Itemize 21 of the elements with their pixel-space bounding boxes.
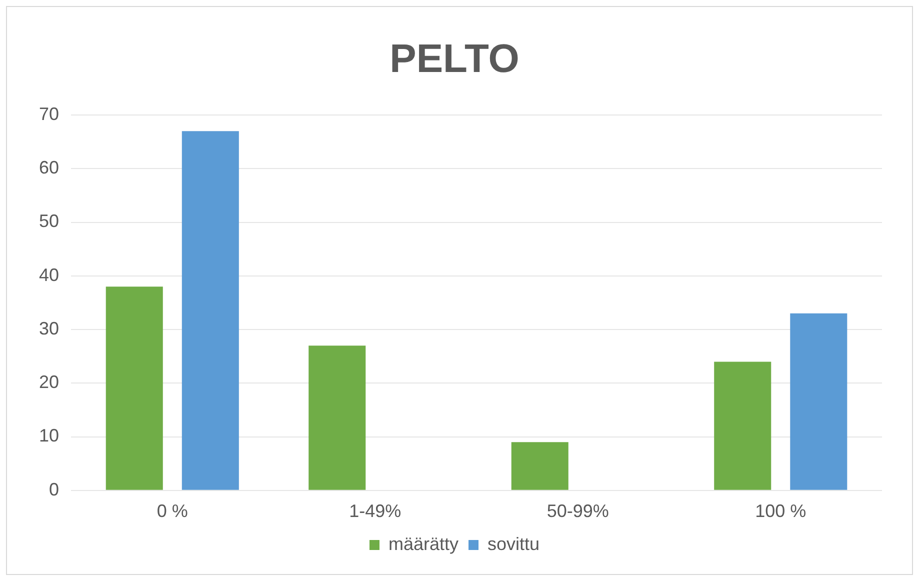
- bar: [182, 131, 239, 490]
- x-tick-label: 0 %: [156, 501, 188, 522]
- legend-label: määrätty: [388, 534, 459, 554]
- y-tick-label: 0: [49, 479, 60, 500]
- bar: [308, 346, 366, 490]
- y-tick-label: 20: [38, 372, 60, 392]
- y-tick-label: 50: [38, 211, 60, 232]
- y-tick-label: 40: [38, 264, 60, 285]
- y-tick-label: 10: [38, 426, 60, 446]
- chart-title: PELTO: [390, 37, 520, 82]
- x-tick-label: 100 %: [755, 501, 806, 522]
- y-tick-label: 30: [38, 318, 60, 338]
- bar: [511, 442, 568, 490]
- y-tick-label: 60: [38, 158, 60, 178]
- bar: [106, 286, 163, 490]
- x-tick-label: 1-49%: [349, 501, 402, 522]
- y-tick-label: 70: [38, 104, 60, 124]
- x-tick-label: 50-99%: [546, 501, 609, 522]
- bar: [714, 362, 772, 490]
- legend-label: sovittu: [488, 534, 540, 554]
- bar: [790, 313, 848, 490]
